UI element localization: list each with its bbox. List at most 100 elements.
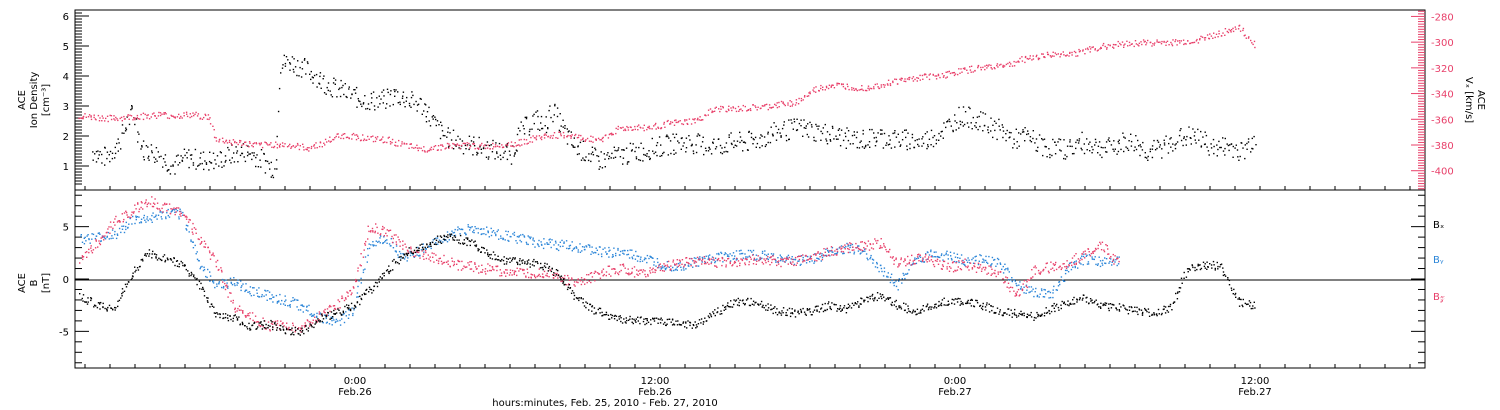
density-point — [177, 164, 179, 166]
bz-point — [885, 248, 887, 251]
density-point — [137, 141, 139, 143]
density-point — [455, 139, 457, 141]
density-point — [1170, 137, 1172, 139]
vx-point — [924, 73, 926, 75]
by-point — [817, 257, 819, 260]
vx-point — [1128, 41, 1131, 44]
vx-point — [1078, 51, 1081, 53]
vx-point — [440, 144, 442, 146]
bz-point — [341, 295, 343, 297]
bz-point — [737, 260, 740, 262]
bz-point — [865, 248, 867, 250]
bz-point — [576, 281, 578, 283]
bz-point — [230, 292, 232, 294]
vx-point — [456, 143, 459, 145]
by-point — [701, 261, 703, 263]
vx-point — [982, 66, 984, 69]
by-point — [240, 280, 242, 282]
density-point — [276, 135, 278, 138]
vx-point — [838, 83, 840, 85]
density-point — [675, 133, 678, 135]
bz-point — [332, 305, 335, 307]
density-point — [477, 152, 479, 154]
bz-point — [927, 258, 929, 260]
vx-point — [959, 72, 961, 74]
by-point — [605, 251, 607, 253]
density-point — [434, 116, 436, 118]
vx-point — [809, 92, 811, 95]
bz-point — [416, 251, 419, 253]
by-point — [690, 263, 692, 266]
density-point — [642, 160, 644, 162]
bz-point — [803, 259, 805, 262]
density-point — [1012, 147, 1014, 149]
by-point — [388, 243, 391, 245]
by-point — [889, 276, 892, 279]
density-point — [1091, 152, 1093, 154]
by-point — [1035, 287, 1037, 290]
density-point — [138, 133, 140, 135]
by-point — [229, 277, 232, 279]
bx-point — [232, 320, 234, 322]
vx-point — [526, 143, 528, 145]
bz-point — [203, 246, 205, 248]
density-point — [742, 150, 744, 152]
bz-point — [888, 251, 890, 253]
density-point — [1224, 147, 1226, 150]
density-point — [533, 122, 535, 125]
bz-point — [199, 243, 201, 245]
by-point — [851, 243, 854, 246]
vx-point — [830, 85, 833, 87]
bx-point — [90, 297, 93, 300]
bz-point — [187, 221, 190, 223]
bz-point — [323, 310, 325, 312]
density-point — [148, 159, 150, 161]
density-point — [315, 73, 318, 76]
bz-point — [95, 239, 97, 241]
vx-point — [575, 133, 577, 136]
by-point — [312, 315, 315, 317]
density-point — [665, 135, 667, 138]
bz-point — [1093, 250, 1095, 253]
bx-point — [286, 327, 288, 330]
by-point — [793, 263, 796, 266]
bx-point — [128, 281, 130, 283]
density-point — [213, 167, 215, 170]
by-point — [306, 306, 308, 308]
by-point — [404, 256, 407, 258]
vx-point — [836, 82, 838, 84]
bx-point — [350, 302, 353, 305]
by-point — [926, 251, 929, 253]
density-point — [1168, 142, 1170, 145]
bz-point — [530, 273, 532, 275]
bz-point — [597, 272, 599, 274]
vx-point — [1208, 38, 1211, 40]
density-point — [488, 144, 491, 147]
vx-point — [578, 134, 580, 136]
vx-point — [694, 122, 696, 124]
top-y-tick-label: 5 — [63, 42, 69, 53]
bz-point — [869, 243, 872, 246]
density-point — [1035, 149, 1037, 152]
bx-point — [285, 328, 288, 331]
bz-point — [127, 216, 129, 218]
vx-point — [535, 138, 538, 141]
by-point — [174, 211, 176, 213]
vx-point — [1165, 44, 1167, 46]
vx-point — [357, 137, 360, 139]
vx-point — [313, 144, 316, 146]
bz-point — [893, 259, 895, 262]
by-point — [592, 252, 595, 254]
vx-point — [99, 117, 101, 119]
vx-point — [212, 125, 214, 127]
by-point — [941, 253, 943, 255]
bx-point — [85, 301, 87, 303]
vx-point — [682, 123, 685, 126]
bz-point — [491, 266, 494, 268]
vx-point — [1175, 39, 1177, 41]
bz-point — [1006, 286, 1008, 288]
vx-point — [318, 145, 321, 148]
density-point — [1101, 156, 1103, 159]
by-point — [1019, 281, 1021, 283]
vx-point — [592, 141, 594, 143]
